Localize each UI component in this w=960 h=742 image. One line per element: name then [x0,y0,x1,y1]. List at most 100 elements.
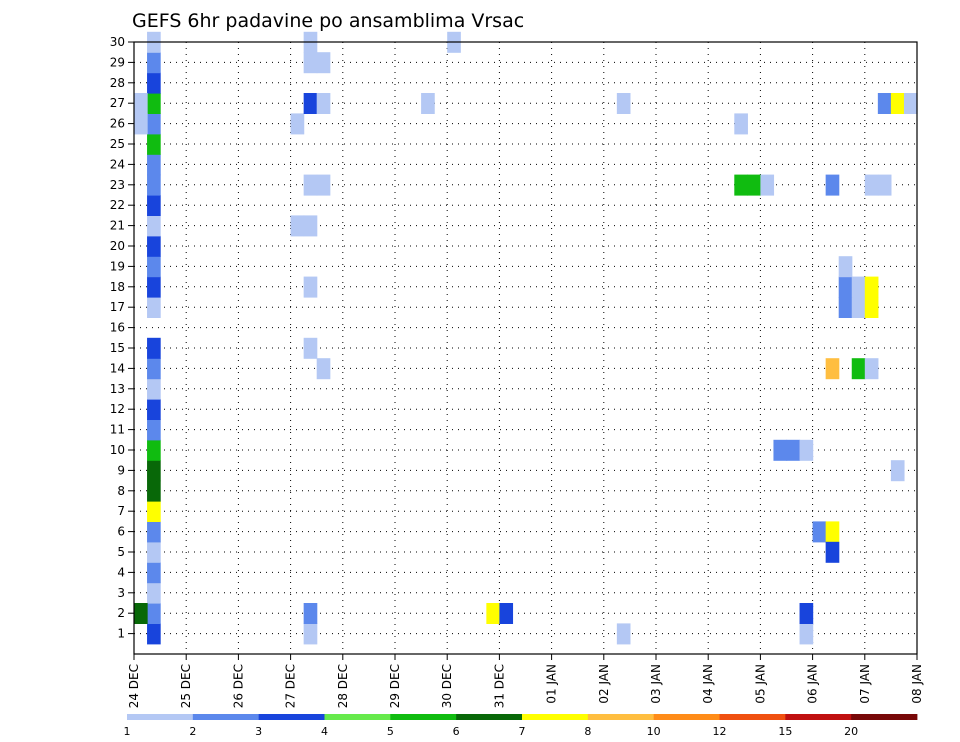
precip-cell [316,358,331,380]
precip-cell [316,52,331,74]
x-tick-label: 06 JAN [806,664,820,704]
precip-cell [147,378,161,400]
precip-cell [864,276,879,298]
x-tick-label: 07 JAN [858,664,872,704]
precip-cell [290,215,305,237]
colorbar-swatch [587,714,655,720]
y-tick-label: 28 [110,76,125,90]
precip-cell [147,603,161,624]
y-tick-label: 10 [110,443,125,457]
x-tick-label: 04 JAN [701,664,715,704]
precip-cell [147,460,161,482]
precip-cell [303,93,318,114]
precip-cell [825,521,840,543]
x-tick-label: 28 DEC [336,664,350,708]
precip-cell [134,603,148,624]
y-tick-label: 13 [110,382,125,396]
colorbar-swatch [719,714,786,720]
chart-title: GEFS 6hr padavine po ansamblima Vrsac [132,10,524,32]
precip-cell [734,174,748,196]
x-tick-label: 02 JAN [597,664,611,704]
precip-cells [134,31,918,645]
precip-cell [838,256,853,278]
colorbar-swatch [324,714,391,720]
colorbar-label: 20 [844,725,858,738]
x-tick-label: 01 JAN [545,664,559,704]
x-tick-label: 31 DEC [492,664,506,708]
plot-frame [133,41,918,655]
y-tick-label: 30 [110,35,125,49]
colorbar-swatch [390,714,457,720]
y-tick-label: 5 [117,545,125,559]
colorbar-swatch [456,714,523,720]
precip-cell [877,174,892,196]
precip-cell [760,174,775,196]
precip-cell [890,93,905,114]
precip-cell [147,623,161,645]
precip-cell [864,297,879,318]
precip-cell [773,439,788,461]
precip-cell [890,460,905,482]
y-tick-label: 27 [110,96,125,110]
y-axis: 1234567891011121314151617181920212223242… [110,35,134,641]
precip-cell [864,358,879,380]
precip-cell [303,603,318,624]
x-tick-label: 08 JAN [910,664,924,704]
precip-cell [421,93,435,114]
precip-cell [134,93,148,114]
precip-cell [147,541,161,563]
colorbar-swatch [653,714,720,720]
precip-cell [499,603,514,624]
y-tick-label: 23 [110,178,125,192]
y-tick-label: 24 [110,157,125,171]
precip-cell [303,174,318,196]
x-axis: 24 DEC 25 DEC 26 DEC 27 DEC 28 DEC 29 DEC 30 D… [127,654,924,708]
colorbar-label: 1 [124,725,131,738]
precip-cell [303,337,318,359]
y-tick-label: 17 [110,300,125,314]
precip-cell [734,113,748,135]
precip-cell [303,215,318,237]
precip-cell [316,93,331,114]
precip-cell [147,480,161,502]
precip-cell [486,603,500,624]
x-tick-label: 30 DEC [440,664,454,708]
colorbar-label: 8 [584,725,591,738]
precip-cell [147,439,161,461]
precip-cell [147,358,161,380]
precip-cell [877,93,892,114]
y-tick-label: 21 [110,219,125,233]
precip-cell [147,133,161,155]
x-tick-label: 24 DEC [127,664,141,708]
precip-cell [147,521,161,543]
precip-cell [147,256,161,278]
x-tick-label: 03 JAN [649,664,663,704]
colorbar-label: 15 [778,725,792,738]
y-tick-label: 8 [117,484,125,498]
y-tick-label: 20 [110,239,125,253]
y-tick-label: 2 [117,606,125,620]
colorbar-label: 5 [387,725,394,738]
precip-cell [825,358,840,380]
precip-cell [147,419,161,441]
precip-cell [864,174,879,196]
precip-cell [147,562,161,584]
precip-cell [134,113,148,135]
precip-cell [147,113,161,135]
precip-cell [316,174,331,196]
precip-cell [747,174,761,196]
grid-lines [134,42,917,654]
precip-cell [799,603,814,624]
colorbar-swatch [522,714,589,720]
y-tick-label: 26 [110,117,125,131]
precip-cell [147,501,161,522]
precip-cell [147,235,161,257]
colorbar-label: 2 [189,725,196,738]
precip-cell [303,276,318,298]
y-tick-label: 25 [110,137,125,151]
colorbar-label: 6 [453,725,460,738]
precip-cell [303,52,318,74]
precip-cell [799,439,814,461]
y-tick-label: 12 [110,402,125,416]
